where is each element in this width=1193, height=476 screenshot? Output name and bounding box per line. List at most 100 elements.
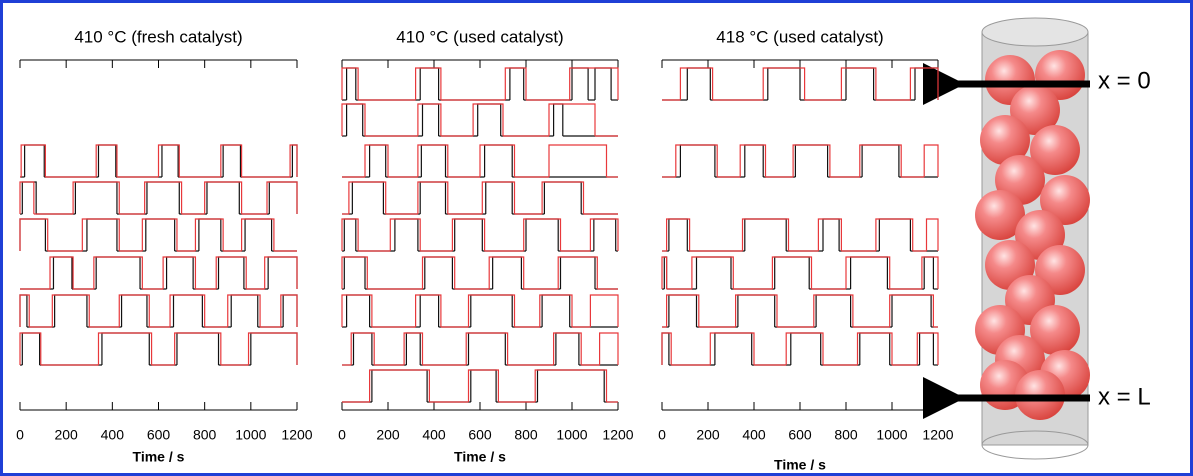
pulse xyxy=(241,218,275,251)
pulse xyxy=(93,256,143,289)
pulse xyxy=(454,218,483,251)
pulse xyxy=(840,67,877,100)
pulse xyxy=(52,256,73,289)
pulse xyxy=(161,144,179,177)
pulse xyxy=(81,218,120,251)
pulse xyxy=(534,369,608,402)
panel-title: 410 °C (fresh catalyst) xyxy=(74,27,242,46)
pulse xyxy=(909,67,939,100)
pulse xyxy=(737,294,776,327)
pulse xyxy=(141,218,178,251)
pulse xyxy=(481,181,516,214)
pulse xyxy=(845,67,875,100)
pulse xyxy=(394,218,419,251)
pulse xyxy=(95,144,118,177)
panel-title: 410 °C (used catalyst) xyxy=(396,27,563,46)
position-label: x = 0 xyxy=(1098,67,1151,94)
sphere xyxy=(1030,125,1080,175)
pulse xyxy=(19,181,35,214)
pulse xyxy=(227,294,261,327)
pulse xyxy=(589,218,619,251)
pulse xyxy=(419,294,440,327)
pulse xyxy=(891,294,932,327)
pulse xyxy=(343,256,366,289)
pulse xyxy=(470,369,497,402)
pulse xyxy=(889,294,935,327)
position-label: x = L xyxy=(1098,383,1151,410)
pulse xyxy=(668,218,688,251)
pulse xyxy=(661,332,672,365)
x-tick-label: 1000 xyxy=(556,427,587,443)
pulse xyxy=(923,144,939,177)
pulse xyxy=(665,218,691,251)
x-tick-label: 400 xyxy=(101,427,125,443)
pulse xyxy=(817,218,843,251)
x-tick-label: 600 xyxy=(147,427,171,443)
pulse xyxy=(923,256,935,289)
pulse xyxy=(86,218,118,251)
pulse xyxy=(679,144,716,177)
pulse xyxy=(845,256,891,289)
pulse xyxy=(145,218,176,251)
pulse xyxy=(856,332,893,365)
pulse xyxy=(484,144,513,177)
pulse xyxy=(822,218,840,251)
x-tick-label: 1200 xyxy=(281,427,312,443)
pulse xyxy=(421,256,456,289)
pulse xyxy=(470,294,513,327)
pulse xyxy=(250,332,298,365)
pulse xyxy=(465,332,509,365)
pulse xyxy=(244,218,273,251)
pulse xyxy=(280,294,298,327)
sphere xyxy=(980,115,1030,165)
pulse xyxy=(19,332,42,365)
pulse xyxy=(661,256,668,289)
x-tick-label: 200 xyxy=(696,427,720,443)
pulse xyxy=(174,332,222,365)
pulse xyxy=(541,181,585,214)
pulse xyxy=(352,332,373,365)
pulse xyxy=(813,294,854,327)
pulse xyxy=(97,144,117,177)
reactor-bottom xyxy=(981,430,1089,460)
pulse xyxy=(268,181,298,214)
pulse xyxy=(555,332,580,365)
pulse xyxy=(215,256,247,289)
x-tick-label: 0 xyxy=(16,427,24,443)
pulse xyxy=(741,218,790,251)
pulse xyxy=(552,103,564,136)
panel-title: 418 °C (used catalyst) xyxy=(716,27,883,46)
pulse xyxy=(451,218,486,251)
pulse xyxy=(289,144,298,177)
x-tick-label: 1000 xyxy=(235,427,266,443)
pulse xyxy=(477,103,502,136)
pulse xyxy=(343,218,357,251)
pulse xyxy=(51,294,90,327)
pulse xyxy=(169,294,206,327)
pulse xyxy=(348,181,387,214)
pulse xyxy=(157,144,180,177)
x-axis-label: Time / s xyxy=(133,449,185,465)
x-tick-label: 200 xyxy=(54,427,78,443)
pulse xyxy=(668,294,698,327)
x-axis-label: Time / s xyxy=(454,449,506,465)
pulse xyxy=(714,332,753,365)
sphere xyxy=(1040,175,1090,225)
pulse xyxy=(557,256,598,289)
pulse xyxy=(559,256,596,289)
pulse xyxy=(859,144,902,177)
pulse xyxy=(543,181,582,214)
pulse xyxy=(198,218,222,251)
pulse xyxy=(415,294,442,327)
pulse xyxy=(695,256,732,289)
pulse xyxy=(691,256,734,289)
pulse xyxy=(389,218,421,251)
pulse xyxy=(792,144,831,177)
pulse xyxy=(19,218,46,251)
pulse xyxy=(341,67,359,100)
pulse xyxy=(504,67,527,100)
x-tick-label: 200 xyxy=(376,427,400,443)
pulse xyxy=(20,144,46,177)
pulse xyxy=(146,181,180,214)
